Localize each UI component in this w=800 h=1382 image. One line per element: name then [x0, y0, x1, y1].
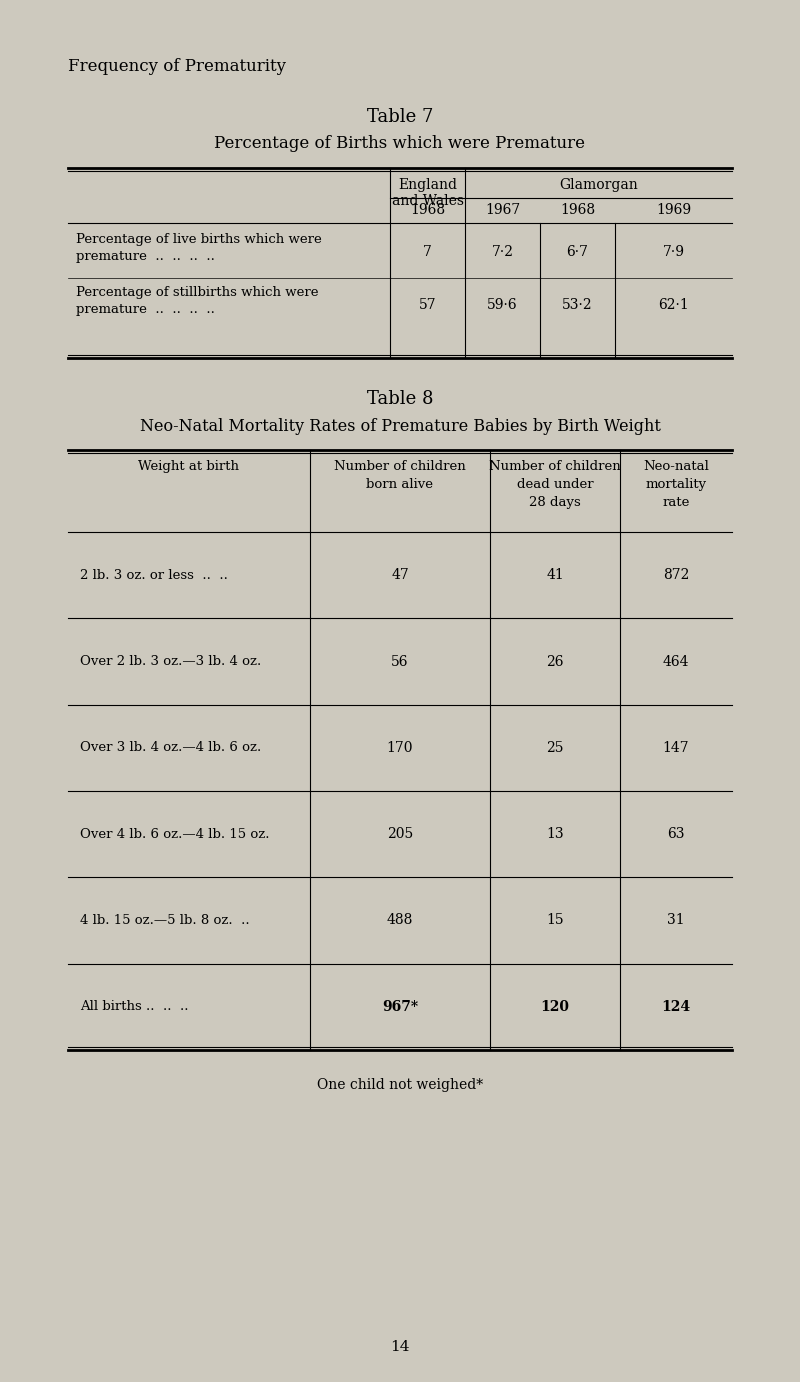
Text: 14: 14	[390, 1341, 410, 1354]
Text: 872: 872	[663, 568, 689, 582]
Text: 53·2: 53·2	[562, 299, 593, 312]
Text: Frequency of Prematurity: Frequency of Prematurity	[68, 58, 286, 75]
Text: Percentage of Births which were Premature: Percentage of Births which were Prematur…	[214, 135, 586, 152]
Text: 7·2: 7·2	[491, 245, 514, 258]
Text: 464: 464	[662, 655, 690, 669]
Text: Weight at birth: Weight at birth	[138, 460, 239, 473]
Text: 56: 56	[391, 655, 409, 669]
Text: Over 3 lb. 4 oz.—4 lb. 6 oz.: Over 3 lb. 4 oz.—4 lb. 6 oz.	[80, 741, 262, 755]
Text: 1969: 1969	[656, 203, 691, 217]
Text: 488: 488	[387, 914, 413, 927]
Text: 59·6: 59·6	[487, 299, 518, 312]
Text: 7·9: 7·9	[662, 245, 685, 258]
Text: Table 8: Table 8	[366, 390, 434, 408]
Text: 31: 31	[667, 914, 685, 927]
Text: Over 4 lb. 6 oz.—4 lb. 15 oz.: Over 4 lb. 6 oz.—4 lb. 15 oz.	[80, 828, 270, 840]
Text: 47: 47	[391, 568, 409, 582]
Text: Number of children
born alive: Number of children born alive	[334, 460, 466, 491]
Text: 15: 15	[546, 914, 564, 927]
Text: Neo-Natal Mortality Rates of Premature Babies by Birth Weight: Neo-Natal Mortality Rates of Premature B…	[139, 417, 661, 435]
Text: 13: 13	[546, 828, 564, 842]
Text: 1967: 1967	[485, 203, 520, 217]
Text: Over 2 lb. 3 oz.—3 lb. 4 oz.: Over 2 lb. 3 oz.—3 lb. 4 oz.	[80, 655, 262, 668]
Text: Table 7: Table 7	[367, 108, 433, 126]
Text: 57: 57	[418, 299, 436, 312]
Text: 25: 25	[546, 741, 564, 755]
Text: 41: 41	[546, 568, 564, 582]
Text: 170: 170	[386, 741, 414, 755]
Text: 205: 205	[387, 828, 413, 842]
Text: 4 lb. 15 oz.—5 lb. 8 oz.  ..: 4 lb. 15 oz.—5 lb. 8 oz. ..	[80, 914, 250, 927]
Text: One child not weighed*: One child not weighed*	[317, 1078, 483, 1092]
Text: 7: 7	[423, 245, 432, 258]
Text: 1968: 1968	[560, 203, 595, 217]
Text: Neo-natal
mortality
rate: Neo-natal mortality rate	[643, 460, 709, 509]
Text: 124: 124	[662, 999, 690, 1014]
Text: Glamorgan: Glamorgan	[559, 178, 638, 192]
Text: 2 lb. 3 oz. or less  ..  ..: 2 lb. 3 oz. or less .. ..	[80, 568, 228, 582]
Text: 63: 63	[667, 828, 685, 842]
Text: premature  ..  ..  ..  ..: premature .. .. .. ..	[76, 303, 215, 316]
Text: Number of children
dead under
28 days: Number of children dead under 28 days	[489, 460, 621, 509]
Text: premature  ..  ..  ..  ..: premature .. .. .. ..	[76, 250, 215, 263]
Text: All births ..  ..  ..: All births .. .. ..	[80, 1001, 189, 1013]
Text: Percentage of live births which were: Percentage of live births which were	[76, 234, 322, 246]
Text: 26: 26	[546, 655, 564, 669]
Text: 62·1: 62·1	[658, 299, 689, 312]
Text: 967*: 967*	[382, 999, 418, 1014]
Text: 6·7: 6·7	[566, 245, 589, 258]
Text: 1968: 1968	[410, 203, 445, 217]
Text: England
and Wales: England and Wales	[391, 178, 463, 209]
Text: 147: 147	[662, 741, 690, 755]
Text: 120: 120	[541, 999, 570, 1014]
Text: Percentage of stillbirths which were: Percentage of stillbirths which were	[76, 286, 318, 299]
